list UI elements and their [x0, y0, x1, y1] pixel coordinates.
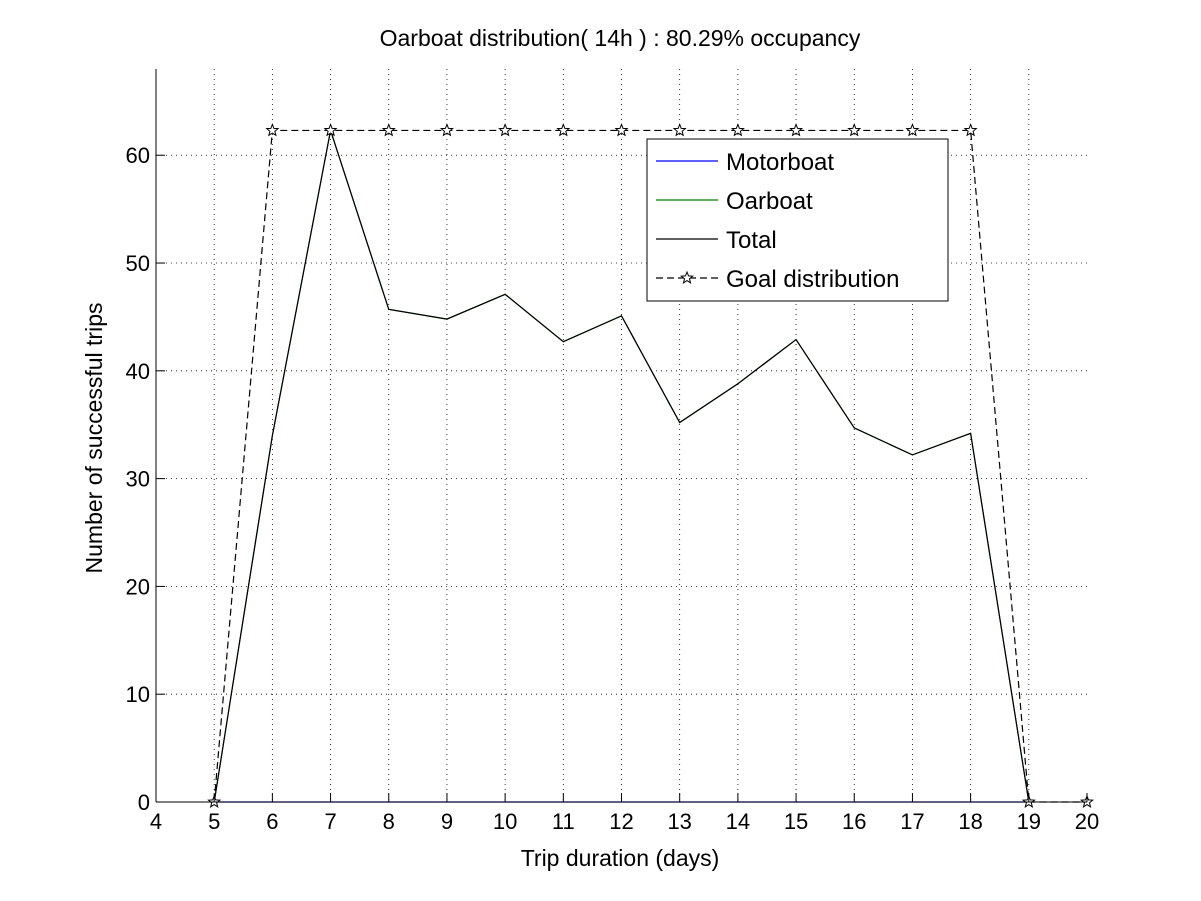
- x-tick-label: 14: [726, 809, 750, 834]
- series-point-goal-distribution: [963, 123, 978, 137]
- series-point-goal-distribution: [789, 123, 804, 137]
- legend-label-total: Total: [726, 227, 777, 254]
- series-point-goal-distribution: [847, 123, 862, 137]
- series-point-goal-distribution: [439, 123, 454, 137]
- y-tick-label: 50: [126, 251, 150, 276]
- legend-label-oarboat: Oarboat: [726, 188, 813, 215]
- x-tick-label: 11: [552, 809, 575, 834]
- series-point-goal-distribution: [672, 123, 687, 137]
- series-point-goal-distribution: [498, 123, 513, 137]
- series-line-goal-distribution: [213, 129, 1087, 803]
- x-tick-label: 9: [441, 809, 453, 834]
- x-tick-label: 4: [150, 809, 162, 834]
- series-point-goal-distribution: [556, 123, 571, 137]
- y-tick-label: 30: [126, 467, 150, 492]
- legend-label-motorboat: Motorboat: [726, 149, 834, 176]
- series-point-goal-distribution: [323, 123, 338, 137]
- x-tick-label: 10: [493, 809, 517, 834]
- legend-label-goal-distribution: Goal distribution: [726, 266, 899, 293]
- chart-title: Oarboat distribution( 14h ) : 80.29% occ…: [380, 25, 861, 51]
- legend-marker-goal-distribution: [679, 270, 695, 284]
- x-tick-label: 6: [266, 809, 278, 834]
- y-tick-label: 40: [126, 359, 150, 384]
- x-tick-label: 7: [324, 809, 336, 834]
- x-tick-label: 12: [609, 809, 633, 834]
- legend: Motorboat Oarboat Total Goal distribution: [646, 138, 949, 302]
- x-axis-label: Trip duration (days): [521, 845, 720, 871]
- x-tick-label: 15: [784, 809, 808, 834]
- y-tick-label: 0: [138, 790, 150, 815]
- x-tick-label: 13: [667, 809, 691, 834]
- series-point-goal-distribution: [614, 123, 629, 137]
- y-axis-label: Number of successful trips: [81, 303, 107, 574]
- grid: [156, 69, 1087, 802]
- y-tick-label: 20: [126, 574, 150, 599]
- series-line-total: [213, 130, 1030, 803]
- legend-box: [646, 138, 949, 302]
- x-tick-label: 17: [900, 809, 924, 834]
- series-point-goal-distribution: [905, 123, 920, 137]
- x-tick-label: 19: [1017, 809, 1041, 834]
- y-tick-label: 10: [126, 682, 150, 707]
- x-tick-label: 20: [1075, 809, 1099, 834]
- x-tick-label: 8: [383, 809, 395, 834]
- y-tick-label: 60: [126, 143, 150, 168]
- series-point-goal-distribution: [265, 123, 280, 137]
- x-tick-label: 18: [958, 809, 982, 834]
- series-point-goal-distribution: [381, 123, 396, 137]
- axes: 4 5 6 7 8 9 10 11 12 13 14 15 16 17 18 19 20 0 10 20 30 40 50 6…: [126, 69, 1099, 834]
- x-tick-label: 16: [842, 809, 866, 834]
- x-tick-label: 5: [208, 809, 220, 834]
- series-point-goal-distribution: [730, 123, 745, 137]
